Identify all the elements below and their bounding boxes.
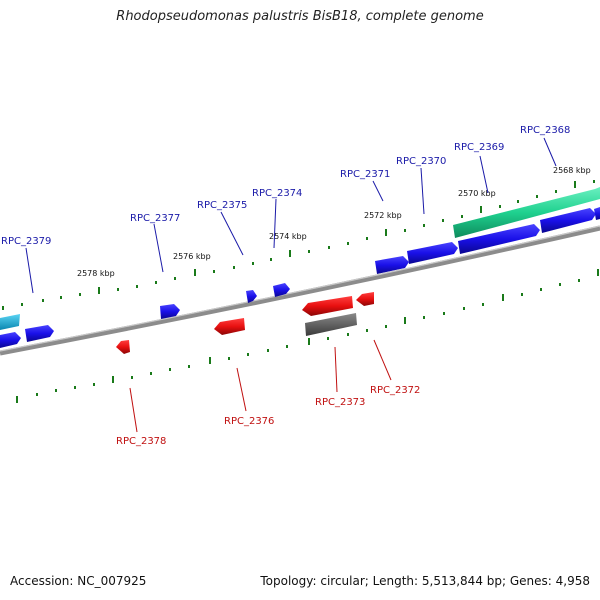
map-title: Rhodopseudomonas palustris BisB18, compl… (116, 9, 484, 24)
tick-labels: 2568 kbp 2570 kbp 2572 kbp 2574 kbp 2576… (77, 166, 591, 278)
gene-rpc-2372[interactable] (356, 292, 374, 306)
label-leaders (25, 137, 557, 433)
gene-rpc-2375[interactable] (246, 290, 257, 303)
gene-rpc-2368[interactable] (540, 208, 596, 233)
label-rpc-2378: RPC_2378 (116, 436, 166, 447)
gene-rpc-2379[interactable] (25, 325, 54, 342)
gene-rpc-2371[interactable] (375, 256, 409, 274)
genome-backbone (0, 225, 600, 356)
gene-rpc-2376[interactable] (214, 318, 245, 335)
tick-label-2570: 2570 kbp (458, 189, 496, 198)
accession-text: Accession: NC_007925 (10, 574, 147, 588)
label-rpc-2375: RPC_2375 (197, 200, 247, 211)
label-rpc-2371: RPC_2371 (340, 169, 390, 180)
gene-rpc-2378[interactable] (116, 340, 130, 354)
gene-rpc-2369[interactable] (458, 224, 540, 254)
label-rpc-2368: RPC_2368 (520, 125, 570, 136)
tick-label-2572: 2572 kbp (364, 211, 402, 220)
reverse-genes (116, 292, 374, 354)
label-rpc-2379: RPC_2379 (1, 236, 51, 247)
gene-rpc-2374[interactable] (273, 283, 290, 297)
forward-genes (0, 187, 600, 348)
pseudo-gene-gray[interactable] (305, 313, 357, 336)
label-rpc-2372: RPC_2372 (370, 385, 420, 396)
tick-label-2578: 2578 kbp (77, 269, 115, 278)
label-rpc-2369: RPC_2369 (454, 142, 504, 153)
label-rpc-2370: RPC_2370 (396, 156, 446, 167)
tick-label-2576: 2576 kbp (173, 252, 211, 261)
tick-label-2568: 2568 kbp (553, 166, 591, 175)
label-rpc-2373: RPC_2373 (315, 397, 365, 408)
label-rpc-2377: RPC_2377 (130, 213, 180, 224)
reverse-gene-labels: RPC_2372 RPC_2373 RPC_2376 RPC_2378 (116, 385, 420, 447)
gene-cyan-left[interactable] (0, 314, 20, 330)
inner-tick-track (16, 269, 599, 403)
tick-label-2574: 2574 kbp (269, 232, 307, 241)
gene-rpc-2373[interactable] (302, 296, 353, 316)
outer-tick-track (2, 180, 595, 310)
rna-green[interactable] (453, 187, 600, 238)
gene-rpc-2370[interactable] (407, 242, 458, 264)
genome-summary-text: Topology: circular; Length: 5,513,844 bp… (260, 574, 590, 588)
gene-rpc-2368-b[interactable] (594, 207, 600, 220)
gene-unlabeled-left[interactable] (0, 332, 21, 348)
gene-rpc-2377[interactable] (160, 304, 180, 319)
label-rpc-2374: RPC_2374 (252, 188, 302, 199)
label-rpc-2376: RPC_2376 (224, 416, 274, 427)
forward-gene-labels: RPC_2368 RPC_2369 RPC_2370 RPC_2371 RPC_… (1, 125, 570, 247)
